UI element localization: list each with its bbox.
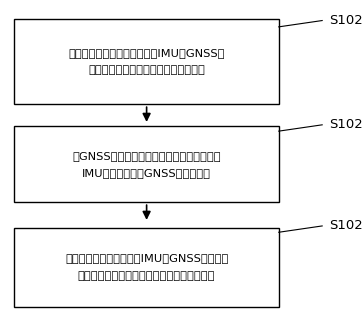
Text: 以GNSS的时间为基准，同步激光器、相机、: 以GNSS的时间为基准，同步激光器、相机、 — [72, 151, 221, 161]
Text: 得到移动平台关于周围环境的多个传感器数据: 得到移动平台关于周围环境的多个传感器数据 — [78, 271, 215, 281]
Bar — [14, 126, 279, 202]
Text: S1022: S1022 — [329, 118, 362, 131]
Text: S1023: S1023 — [329, 219, 362, 233]
Bar — [14, 19, 279, 104]
Text: 激光器之间的位置关系，得到标定信息: 激光器之间的位置关系，得到标定信息 — [88, 65, 205, 75]
Text: 以激光器为基准，标定相机、IMU、GNSS和: 以激光器为基准，标定相机、IMU、GNSS和 — [68, 48, 225, 58]
Text: S1021: S1021 — [329, 14, 362, 27]
Text: 同步采集激光器、相机、IMU和GNSS的数据，: 同步采集激光器、相机、IMU和GNSS的数据， — [65, 253, 228, 263]
Bar — [14, 228, 279, 307]
Text: IMU的时间到当前GNSS的时间系统: IMU的时间到当前GNSS的时间系统 — [82, 168, 211, 178]
